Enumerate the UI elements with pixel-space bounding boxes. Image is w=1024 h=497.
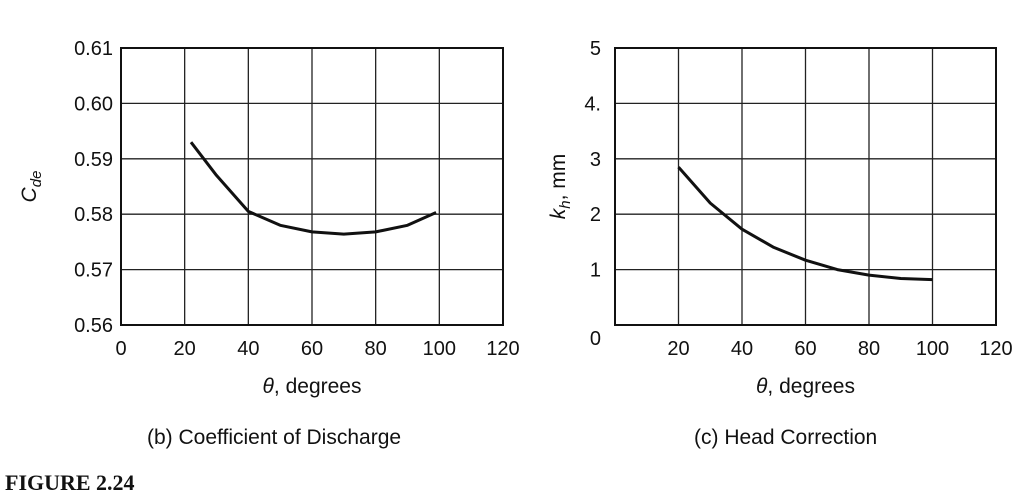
x-tick-label: 20 <box>174 338 196 360</box>
x-tick-label: 20 <box>667 338 689 360</box>
chart-1: 20 40 60 80 100 120 0 1 2 3 4. 5 θ, degrees kh, mm <box>547 38 1013 398</box>
y-tick-label: 5 <box>590 38 601 60</box>
x-tick-label: 40 <box>237 338 259 360</box>
figure-label: FIGURE 2.24 <box>5 470 135 495</box>
x-tick-label: 80 <box>858 338 880 360</box>
plot-frame <box>614 47 997 326</box>
x-tick-label: 120 <box>979 338 1012 360</box>
x-axis-label: θ, degrees <box>756 375 855 398</box>
caption-coefficient-of-discharge: (b) Coefficient of Discharge <box>147 426 402 449</box>
y-axis-label: Cde <box>18 171 45 203</box>
y-tick-label: 3 <box>590 149 601 171</box>
y-tick-label: 0.60 <box>74 93 113 115</box>
plot-frame <box>120 47 504 326</box>
y-tick-label: 0.56 <box>74 315 113 337</box>
x-axis-label: θ, degrees <box>263 375 362 398</box>
y-axis-subscript: de <box>28 171 45 188</box>
y-tick-label: 4. <box>584 93 601 115</box>
x-axis-symbol: θ <box>756 375 768 398</box>
chart-0: 0 20 40 60 80 100 120 0.56 0.57 0.58 0.59 0.60 0.61 θ… <box>18 38 520 398</box>
y-tick-label: 1 <box>590 260 601 282</box>
x-tick-label: 100 <box>423 338 456 360</box>
x-axis-symbol: θ <box>263 375 275 398</box>
y-tick-label: 0.59 <box>74 149 113 171</box>
x-tick-label: 0 <box>115 338 126 360</box>
x-tick-label: 40 <box>731 338 753 360</box>
y-axis-symbol: k <box>547 207 570 219</box>
y-tick-label: 0.61 <box>74 38 113 60</box>
caption-head-correction: (c) Head Correction <box>694 426 878 449</box>
y-axis-label: kh, mm <box>547 154 574 220</box>
y-axis-subscript: h <box>557 200 574 208</box>
y-tick-label: 0.58 <box>74 204 113 226</box>
y-tick-label: 0.57 <box>74 260 113 282</box>
data-curve <box>189 141 437 236</box>
y-axis-symbol: C <box>18 186 41 202</box>
x-tick-label: 60 <box>794 338 816 360</box>
x-tick-label: 100 <box>916 338 949 360</box>
data-curve <box>677 166 933 282</box>
x-tick-label: 60 <box>301 338 323 360</box>
y-tick-label: 2 <box>590 204 601 226</box>
x-tick-label: 120 <box>486 338 519 360</box>
x-tick-label: 80 <box>365 338 387 360</box>
x-axis-unit: , degrees <box>767 375 855 398</box>
x-axis-unit: , degrees <box>274 375 362 398</box>
y-axis-unit: , mm <box>547 154 570 201</box>
y-tick-label: 0 <box>590 328 601 350</box>
